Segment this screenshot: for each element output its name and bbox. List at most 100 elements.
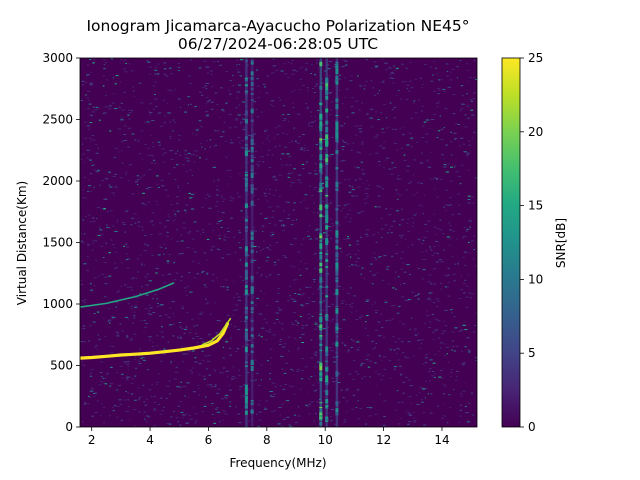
noise-cell — [105, 62, 107, 64]
noise-cell — [226, 289, 229, 291]
noise-cell — [87, 90, 91, 92]
noise-cell — [402, 392, 405, 394]
noise-cell — [152, 224, 154, 226]
noise-cell — [269, 328, 272, 330]
noise-cell — [465, 285, 469, 287]
noise-cell — [342, 207, 345, 209]
noise-cell — [293, 300, 297, 302]
noise-cell — [353, 295, 356, 297]
noise-cell — [310, 401, 314, 403]
noise-cell — [119, 403, 123, 405]
noise-cell — [151, 254, 153, 256]
noise-cell — [463, 362, 466, 364]
noise-cell — [409, 181, 413, 183]
noise-cell — [272, 334, 276, 336]
noise-cell — [180, 240, 184, 242]
interference-dash — [335, 150, 339, 154]
noise-cell — [124, 284, 127, 286]
noise-cell — [341, 140, 344, 142]
noise-cell — [402, 81, 404, 83]
interference-dash — [244, 346, 248, 352]
noise-cell — [290, 91, 293, 93]
noise-cell — [105, 95, 107, 97]
noise-cell — [247, 215, 249, 217]
noise-cell — [89, 390, 93, 392]
noise-cell — [258, 419, 262, 421]
noise-cell — [350, 347, 353, 348]
noise-cell — [200, 94, 204, 96]
noise-cell — [421, 399, 424, 401]
noise-cell — [414, 78, 417, 80]
noise-cell — [222, 357, 225, 359]
noise-cell — [115, 251, 118, 253]
noise-cell — [218, 235, 221, 237]
noise-cell — [459, 183, 462, 185]
interference-dash — [319, 126, 323, 132]
noise-cell — [173, 167, 176, 169]
noise-cell — [373, 136, 378, 138]
noise-cell — [331, 303, 335, 305]
noise-cell — [253, 156, 256, 158]
noise-cell — [228, 385, 230, 387]
noise-cell — [359, 85, 362, 87]
noise-cell — [149, 103, 153, 105]
noise-cell — [265, 322, 268, 324]
noise-cell — [381, 228, 384, 230]
noise-cell — [345, 254, 348, 256]
noise-cell — [378, 186, 382, 188]
noise-cell — [419, 162, 424, 164]
interference-dash — [319, 412, 323, 416]
noise-cell — [310, 238, 312, 240]
noise-cell — [268, 193, 270, 195]
noise-cell — [328, 61, 333, 62]
noise-cell — [446, 236, 450, 238]
noise-cell — [283, 343, 287, 345]
noise-cell — [104, 178, 109, 180]
noise-cell — [440, 139, 444, 140]
noise-cell — [237, 413, 241, 415]
noise-cell — [163, 122, 166, 124]
noise-cell — [391, 162, 394, 164]
x-tick-label: 6 — [205, 433, 213, 447]
noise-cell — [227, 89, 230, 91]
noise-cell — [304, 263, 307, 265]
noise-cell — [380, 218, 383, 220]
noise-cell — [208, 207, 212, 209]
noise-cell — [216, 320, 221, 321]
noise-cell — [163, 243, 166, 245]
noise-cell — [304, 144, 306, 146]
noise-cell — [225, 156, 228, 158]
noise-cell — [194, 251, 197, 253]
noise-cell — [390, 67, 392, 69]
noise-cell — [253, 204, 256, 206]
noise-cell — [417, 182, 421, 184]
noise-cell — [328, 75, 331, 77]
interference-dash — [325, 241, 329, 245]
noise-cell — [410, 137, 414, 139]
noise-cell — [267, 360, 270, 362]
noise-cell — [464, 382, 466, 384]
noise-cell — [208, 195, 211, 197]
noise-cell — [95, 259, 97, 261]
interference-dash — [244, 84, 248, 87]
noise-cell — [327, 306, 331, 307]
noise-cell — [280, 70, 284, 72]
noise-cell — [363, 88, 366, 90]
noise-cell — [158, 144, 160, 146]
noise-cell — [109, 345, 112, 347]
noise-cell — [286, 146, 288, 148]
noise-cell — [348, 221, 352, 223]
noise-cell — [131, 217, 135, 219]
noise-cell — [162, 353, 166, 355]
noise-cell — [128, 147, 130, 148]
noise-cell — [215, 332, 219, 334]
noise-cell — [346, 400, 349, 402]
noise-cell — [381, 359, 383, 361]
noise-cell — [420, 182, 423, 184]
noise-cell — [80, 283, 84, 285]
noise-cell — [257, 97, 261, 99]
noise-cell — [467, 195, 471, 197]
noise-cell — [287, 214, 291, 216]
noise-cell — [297, 415, 301, 417]
noise-cell — [347, 292, 350, 294]
